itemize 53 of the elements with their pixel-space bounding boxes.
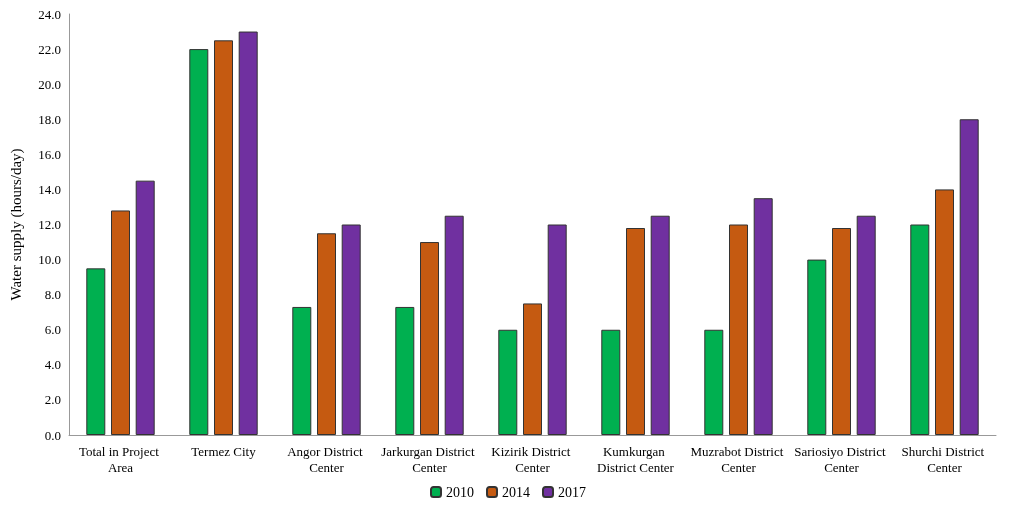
x-tick-label: Muzrabot District Center [690,443,787,475]
bar [341,224,361,435]
x-tick-label: Kumkurgan District Center [597,443,675,475]
y-tick-label: 20.0 [38,76,61,92]
bar [214,40,233,435]
bar [856,215,876,435]
y-tick-label: 6.0 [44,322,61,338]
y-tick-label: 8.0 [44,287,61,303]
bar [189,49,209,435]
bar [238,31,258,435]
bar [935,189,954,435]
legend-label: 2014 [502,484,530,500]
x-tick-label: Angor District Center [287,443,366,475]
y-axis-title: Water supply (hours/day) [7,148,25,301]
legend-label: 2010 [446,484,474,500]
bar [729,224,748,435]
bar [832,228,851,435]
bar [444,215,464,435]
bar [86,268,106,435]
bar [704,329,724,435]
bar [111,210,130,435]
bar [292,306,312,435]
bar [547,224,567,435]
y-tick-label: 18.0 [38,111,61,127]
x-tick-label: Sariosiyo District Center [794,443,889,475]
y-tick-label: 12.0 [38,217,61,232]
bar [626,228,645,435]
bar [910,224,930,435]
bar [135,180,155,435]
bar [395,306,415,435]
bar [807,259,827,435]
y-tick-label: 2.0 [44,392,61,408]
bar [523,303,542,435]
bar [650,215,670,435]
x-tick-label: Shurchi District Center [901,443,988,475]
bar [420,242,439,435]
bar [601,329,621,435]
y-tick-label: 4.0 [44,357,61,373]
x-tick-label: Kizirik District Center [491,443,574,475]
x-tick-label: Jarkurgan District Center [381,443,478,475]
bar [317,233,336,435]
bar [959,119,979,435]
x-tick-label: Termez City [191,443,257,459]
bar [498,329,518,435]
y-tick-label: 0.0 [44,427,61,443]
y-tick-label: 16.0 [38,146,61,162]
y-tick-label: 10.0 [38,252,61,268]
y-tick-label: 14.0 [38,181,61,197]
bar [753,198,773,435]
y-tick-label: 22.0 [38,41,61,57]
x-tick-label: Total in Project Area [78,443,163,475]
y-tick-label: 24.0 [38,6,61,22]
legend-label: 2017 [558,484,586,500]
